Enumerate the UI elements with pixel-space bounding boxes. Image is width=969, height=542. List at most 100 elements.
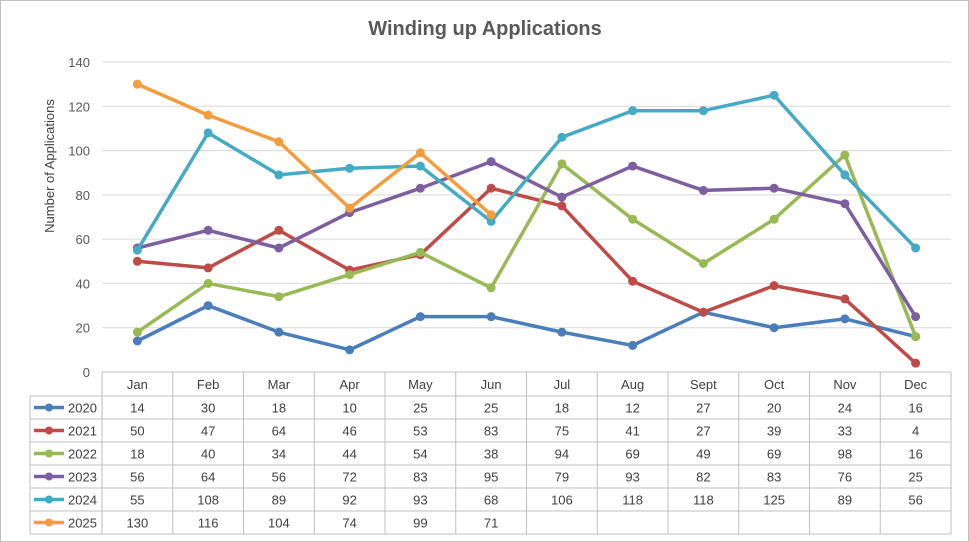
table-cell: 25 <box>413 401 427 416</box>
series-2024 <box>132 90 921 255</box>
series-2021 <box>132 183 921 368</box>
table-cell: 89 <box>272 493 286 508</box>
table-cell: 34 <box>272 447 286 462</box>
data-point <box>557 132 567 142</box>
table-cell: 98 <box>838 447 852 462</box>
x-tick-label-dec: Dec <box>904 377 928 392</box>
y-tick-label: 60 <box>76 232 90 247</box>
y-tick-label: 0 <box>83 365 90 380</box>
data-point <box>698 185 708 195</box>
chart-title: Winding up Applications <box>368 18 602 40</box>
table-cell: 18 <box>272 401 286 416</box>
table-cell: 82 <box>696 470 710 485</box>
data-point <box>698 307 708 317</box>
data-point <box>840 170 850 180</box>
data-point <box>132 327 142 337</box>
y-tick-label: 20 <box>76 321 90 336</box>
data-point <box>698 259 708 268</box>
data-point <box>203 110 213 120</box>
table-cell: 18 <box>555 401 569 416</box>
data-point <box>557 327 567 337</box>
y-tick-label: 80 <box>76 188 90 203</box>
data-point <box>628 276 638 286</box>
table-cell: 50 <box>130 424 144 439</box>
series-lines <box>132 79 921 368</box>
data-point <box>415 161 425 171</box>
data-point <box>628 161 638 171</box>
data-point <box>415 312 425 322</box>
table-cell: 56 <box>272 470 286 485</box>
x-tick-label-jul: Jul <box>554 377 571 392</box>
table-cell: 72 <box>342 470 356 485</box>
data-point <box>274 170 284 180</box>
data-point <box>911 332 921 342</box>
table-cell: 116 <box>198 516 219 531</box>
legend-key-2024 <box>34 495 64 504</box>
data-point <box>345 345 355 355</box>
x-tick-label-aug: Aug <box>621 377 644 392</box>
table-cell: 79 <box>555 470 569 485</box>
legend-key-2023 <box>34 472 64 481</box>
data-point <box>486 210 496 220</box>
x-tick-label-nov: Nov <box>833 377 857 392</box>
data-point <box>274 225 284 235</box>
table-cell: 92 <box>342 493 356 508</box>
data-point <box>486 183 496 193</box>
table-cell: 10 <box>342 401 356 416</box>
series-2022 <box>132 150 921 342</box>
legend-key-2020 <box>34 403 64 412</box>
legend-label-2023: 2023 <box>68 470 97 485</box>
data-point <box>345 270 355 280</box>
table-cell: 106 <box>551 493 573 508</box>
table-cell: 95 <box>484 470 498 485</box>
x-tick-label-apr: Apr <box>340 377 361 392</box>
y-axis-label: Number of Applications <box>42 99 57 233</box>
table-cell: 104 <box>268 516 290 531</box>
table-cell: 16 <box>908 447 922 462</box>
data-point <box>769 281 779 291</box>
table-cell: 83 <box>413 470 427 485</box>
data-point <box>557 192 567 202</box>
x-tick-label-jun: Jun <box>481 377 502 392</box>
legend-key-2022 <box>34 449 64 458</box>
data-point <box>911 243 921 253</box>
table-cell: 125 <box>763 493 785 508</box>
table-cell: 25 <box>484 401 498 416</box>
x-tick-label-feb: Feb <box>197 377 219 392</box>
x-tick-label-jan: Jan <box>127 377 148 392</box>
data-point <box>274 292 284 302</box>
data-point <box>274 243 284 253</box>
table-cell: 83 <box>767 470 781 485</box>
table-cell: 54 <box>413 447 427 462</box>
data-point <box>203 225 213 235</box>
data-point <box>203 263 213 273</box>
data-point <box>486 283 496 293</box>
table-cell: 69 <box>767 447 781 462</box>
data-point <box>769 214 779 224</box>
data-point <box>769 183 779 193</box>
table-cell: 27 <box>696 401 710 416</box>
data-point <box>486 157 496 167</box>
table-cell: 68 <box>484 493 498 508</box>
data-point <box>698 106 708 116</box>
data-point <box>628 106 638 116</box>
data-point <box>769 90 779 100</box>
legend-label-2021: 2021 <box>68 424 97 439</box>
table-cell: 108 <box>197 493 219 508</box>
data-point <box>203 278 213 288</box>
data-point <box>132 256 142 266</box>
x-tick-label-may: May <box>408 377 433 392</box>
series-line-2025 <box>135 82 493 217</box>
data-point <box>486 312 496 322</box>
table-cell: 56 <box>908 493 922 508</box>
table-cell: 16 <box>908 401 922 416</box>
table-cell: 18 <box>130 447 144 462</box>
x-tick-label-oct: Oct <box>764 377 785 392</box>
legend-label-2020: 2020 <box>68 401 97 416</box>
data-point <box>628 214 638 224</box>
table-cell: 69 <box>625 447 639 462</box>
table-cell: 130 <box>127 516 149 531</box>
table-cell: 4 <box>912 424 919 439</box>
legend-label-2022: 2022 <box>68 447 97 462</box>
